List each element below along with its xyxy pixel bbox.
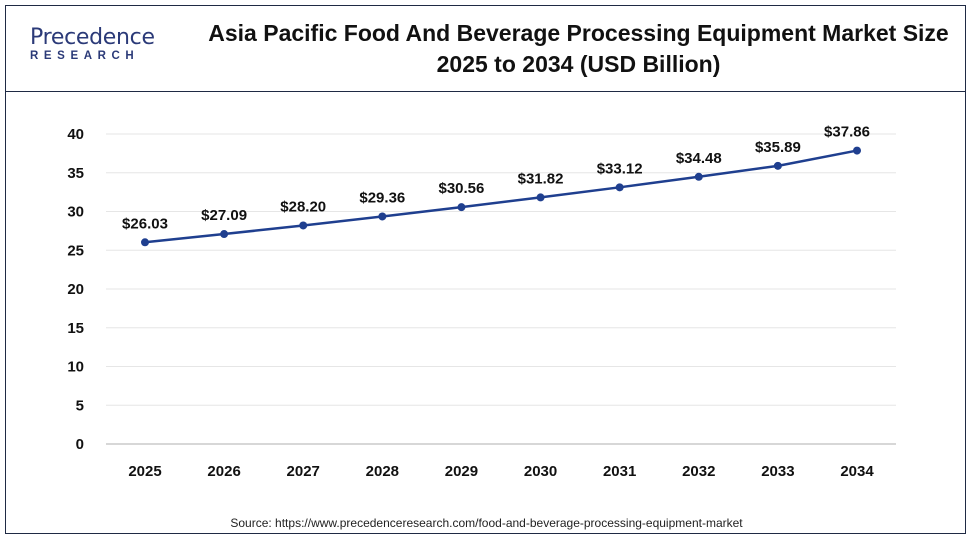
y-tick-label: 0 <box>76 436 84 453</box>
x-tick-label: 2030 <box>524 463 557 480</box>
data-label: $26.03 <box>122 215 168 232</box>
x-tick-label: 2033 <box>761 463 794 480</box>
data-label: $27.09 <box>201 207 247 224</box>
grid-lines <box>106 133 896 406</box>
brand-logo: Precedence RESEARCH <box>30 25 155 63</box>
x-tick-label: 2026 <box>207 463 240 480</box>
data-point <box>141 238 149 247</box>
data-label: $35.89 <box>755 139 801 156</box>
y-tick-label: 35 <box>67 165 84 182</box>
x-tick-labels: 2025 2026 2027 2028 2029 2030 2031 2032 2033 2034 <box>128 463 874 480</box>
data-point <box>773 161 782 170</box>
data-label: $30.56 <box>438 180 484 197</box>
x-tick-label: 2034 <box>840 463 874 480</box>
data-point <box>853 146 861 155</box>
series-market-size <box>141 146 861 247</box>
y-tick-label: 25 <box>67 242 84 259</box>
data-point <box>299 221 308 230</box>
y-tick-label: 40 <box>67 126 84 143</box>
x-tick-label: 2031 <box>603 463 636 480</box>
data-point <box>220 230 229 239</box>
y-tick-label: 15 <box>67 320 84 337</box>
y-tick-labels: 0 5 10 15 20 25 30 35 40 <box>67 126 84 453</box>
y-tick-label: 5 <box>76 397 84 414</box>
y-tick-label: 20 <box>67 281 84 298</box>
y-tick-label: 30 <box>67 204 84 221</box>
chart-frame: Precedence RESEARCH Asia Pacific Food An… <box>5 5 966 534</box>
data-labels: $26.03 $27.09 $28.20 $29.36 $30.56 $31.82 $33.… <box>122 124 870 233</box>
x-tick-label: 2025 <box>128 463 161 480</box>
data-point <box>694 172 703 181</box>
logo-name: Precedence <box>30 25 155 50</box>
data-label: $33.12 <box>597 160 643 177</box>
chart-header: Precedence RESEARCH Asia Pacific Food An… <box>6 6 965 92</box>
x-tick-label: 2032 <box>682 463 715 480</box>
data-point <box>615 183 624 192</box>
data-label: $37.86 <box>824 124 870 141</box>
x-tick-label: 2029 <box>445 463 478 480</box>
data-point <box>378 212 387 221</box>
source-note: Source: https://www.precedenceresearch.c… <box>230 516 743 530</box>
data-label: $28.20 <box>280 198 326 215</box>
data-point <box>536 193 545 202</box>
y-tick-label: 10 <box>67 359 84 376</box>
chart-title: Asia Pacific Food And Beverage Processin… <box>208 20 949 77</box>
data-label: $29.36 <box>359 189 405 206</box>
x-tick-label: 2027 <box>287 463 320 480</box>
data-point <box>457 203 466 212</box>
x-tick-label: 2028 <box>366 463 399 480</box>
data-label: $34.48 <box>676 150 722 167</box>
series-line <box>144 149 858 244</box>
logo-subtitle: RESEARCH <box>30 50 140 62</box>
data-label: $31.82 <box>518 170 564 187</box>
